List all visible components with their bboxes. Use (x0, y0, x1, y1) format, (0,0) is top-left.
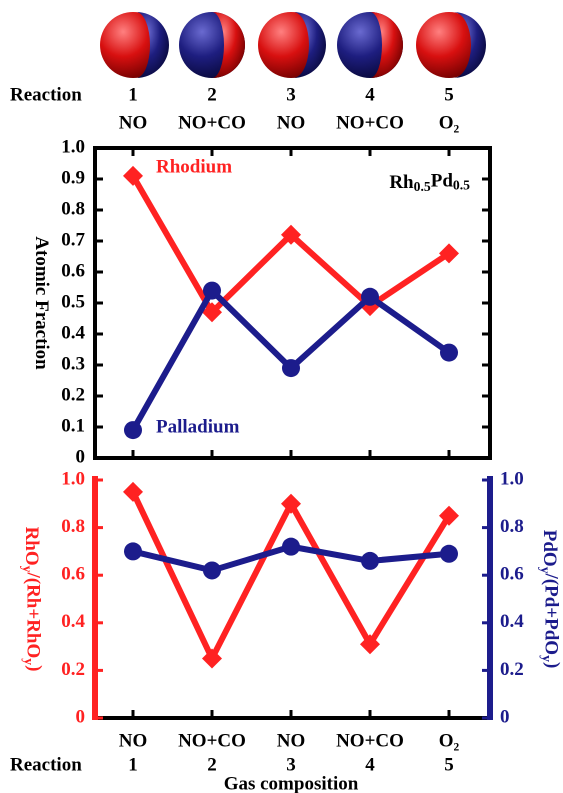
plot-frame (93, 146, 492, 460)
reaction-number: 5 (444, 754, 454, 775)
y-tick-label: 0.6 (61, 260, 85, 281)
y2-tick-label: 0.4 (500, 611, 524, 632)
marker-circle (282, 537, 300, 556)
y-tick-label: 0 (76, 706, 86, 727)
series-label: Palladium (156, 416, 240, 437)
y2-axis-label-part: PdO (539, 530, 560, 567)
gas-label: NO (119, 730, 148, 751)
reaction-title: Reaction (10, 84, 82, 105)
gas-label: NO+CO (178, 730, 246, 751)
marker-diamond (202, 302, 222, 323)
y-axis-label-part: ) (24, 665, 45, 671)
y-tick-label: 0.5 (61, 291, 85, 312)
y-tick-label: 0.9 (61, 167, 85, 188)
y2-tick-label: 0.6 (500, 564, 524, 585)
y-tick-label: 1.0 (61, 136, 85, 157)
y2-axis-label-part: ) (542, 662, 563, 668)
marker-circle (124, 421, 142, 440)
y-axis-label-part: y (21, 658, 36, 665)
marker-diamond (439, 505, 459, 526)
y2-axis-label-part: /(Pd+PdO (540, 573, 561, 656)
y-tick-label: 0.7 (61, 229, 85, 250)
y-tick-label: 0.1 (61, 415, 85, 436)
y-axis-label: Atomic Fraction (31, 236, 52, 370)
reaction-number: 1 (128, 754, 138, 775)
y2-tick-label: 0.2 (500, 659, 524, 680)
gas-label: NO+CO (178, 112, 246, 133)
reaction-number: 4 (365, 84, 375, 105)
gas-label: NO+CO (336, 112, 404, 133)
marker-circle (124, 542, 142, 561)
y2-axis-label: PdOy/(Pd+PdOy) (538, 530, 563, 669)
annotation-part: 0.5 (453, 178, 470, 193)
y-tick-label: 1.0 (61, 468, 85, 489)
marker-diamond (360, 634, 380, 655)
y-tick-label: 0.2 (61, 659, 85, 680)
reaction-number: 3 (286, 754, 296, 775)
y2-tick-label: 0.8 (500, 516, 524, 537)
y-tick-label: 0.4 (61, 611, 85, 632)
y-axis-label-part: Atomic Fraction (31, 236, 52, 370)
y-tick-label: 0 (76, 446, 86, 467)
marker-circle (440, 544, 458, 563)
gas-label: NO (277, 112, 306, 133)
y-tick-label: 0.4 (61, 322, 85, 343)
marker-diamond (281, 493, 301, 514)
annotation: Rh0.5Pd0.5 (389, 171, 470, 194)
marker-circle (361, 287, 379, 306)
marker-circle (282, 359, 300, 378)
gas-label: NO (119, 112, 148, 133)
y-axis-label: RhOy/(Rh+RhOy) (20, 527, 45, 672)
gas-label: NO+CO (336, 730, 404, 751)
y-tick-label: 0.2 (61, 384, 85, 405)
y-tick-label: 0.8 (61, 198, 85, 219)
marker-circle (440, 343, 458, 362)
marker-circle (203, 561, 221, 580)
reaction-number: 1 (128, 84, 138, 105)
marker-diamond (439, 243, 459, 264)
reaction-number: 5 (444, 84, 454, 105)
x-axis-label: Gas composition (224, 773, 359, 793)
annotation-part: Rh (389, 172, 414, 193)
marker-diamond (123, 165, 143, 186)
y-tick-label: 0.8 (61, 516, 85, 537)
reaction-number: 2 (207, 84, 217, 105)
y-tick-label: 0.6 (61, 564, 85, 585)
annotation-part: Pd (431, 171, 454, 192)
reaction-number: 2 (207, 754, 217, 775)
gas-label: O₂ (439, 112, 460, 133)
gas-label: O₂ (439, 730, 460, 751)
marker-diamond (281, 224, 301, 245)
reaction-number: 4 (365, 754, 375, 775)
series-line (130, 490, 452, 666)
reaction-number: 3 (286, 84, 296, 105)
marker-diamond (123, 481, 143, 502)
series-label: Rhodium (156, 156, 232, 177)
y-axis-label-part: RhO (21, 527, 42, 566)
marker-circle (203, 281, 221, 300)
y2-axis-label-part: y (539, 655, 554, 662)
marker-circle (361, 551, 379, 570)
reaction-title: Reaction (10, 754, 82, 775)
y2-axis-label-part: y (538, 567, 553, 574)
y2-tick-label: 1.0 (500, 468, 524, 489)
y-axis-label-part: y (20, 566, 35, 573)
y-tick-label: 0.3 (61, 353, 85, 374)
annotation-part: 0.5 (414, 179, 431, 194)
y-axis-label-part: /(Rh+RhO (22, 571, 43, 658)
marker-diamond (202, 648, 222, 669)
spheres (100, 12, 486, 78)
gas-label: NO (277, 730, 306, 751)
y2-tick-label: 0 (500, 706, 510, 727)
